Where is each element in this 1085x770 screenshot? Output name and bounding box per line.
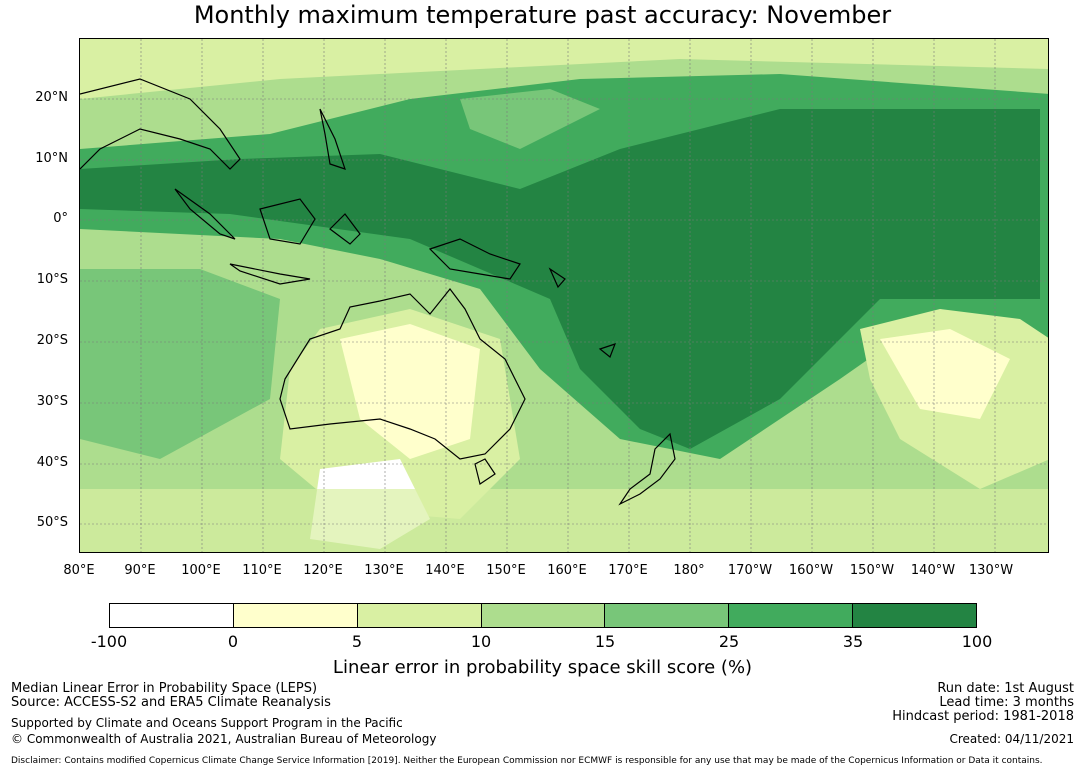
source-text: Source: ACCESS-S2 and ERA5 Climate Reana…	[11, 695, 331, 710]
lon-label-160e: 160°E	[547, 563, 587, 578]
medium-skill-region-b	[80, 269, 280, 459]
sulawesi-coastline	[329, 213, 361, 245]
philippines-coastline	[319, 108, 346, 170]
colorbar-segment	[853, 604, 977, 627]
lon-label-160w: 160°W	[788, 563, 834, 578]
colorbar-tick-label: 100	[961, 632, 993, 651]
low-skill-region-southern-ocean	[80, 489, 1048, 552]
lat-label-40s: 40°S	[36, 455, 68, 470]
colorbar-tick-label: 15	[594, 632, 616, 651]
lon-label-150e: 150°E	[486, 563, 526, 578]
colorbar-segment	[481, 604, 606, 627]
chart-title: Monthly maximum temperature past accurac…	[193, 1, 892, 29]
colorbar-tick-label: -100	[90, 632, 128, 651]
lon-label-150w: 150°W	[849, 563, 895, 578]
colorbar-segment	[729, 604, 854, 627]
new-zealand-coastline	[618, 432, 676, 506]
solomon-coastline	[548, 267, 566, 289]
lat-label-0: 0°	[53, 211, 68, 226]
lon-label-170e: 170°E	[608, 563, 648, 578]
lat-label-30s: 30°S	[36, 394, 68, 409]
lon-label-90e: 90°E	[124, 563, 156, 578]
colorbar-segment	[110, 604, 234, 627]
lowest-skill-region-east	[880, 329, 1010, 419]
colorbar-tick-label: 0	[227, 632, 239, 651]
lon-label-110e: 110°E	[242, 563, 282, 578]
fiji-coastline	[598, 343, 617, 358]
colorbar-tick-label: 25	[718, 632, 740, 651]
lon-label-120e: 120°E	[303, 563, 343, 578]
lon-label-100e: 100°E	[181, 563, 221, 578]
lat-label-10n: 10°N	[35, 151, 68, 166]
skill-map	[79, 38, 1049, 553]
asia-coastline	[80, 78, 241, 170]
lat-label-20s: 20°S	[36, 333, 68, 348]
skill-map-canvas	[80, 39, 1048, 552]
colorbar-tick-label: 10	[470, 632, 492, 651]
low-skill-region-north	[80, 39, 1048, 99]
high-skill-region	[80, 109, 1040, 449]
borneo-coastline	[259, 198, 316, 245]
coastlines	[80, 78, 676, 506]
colorbar-label: Linear error in probability space skill …	[332, 657, 753, 678]
colorbar-tick-label: 5	[351, 632, 363, 651]
lon-label-130w: 130°W	[968, 563, 1014, 578]
support-text: Supported by Climate and Oceans Support …	[11, 716, 403, 730]
lat-label-10s: 10°S	[36, 272, 68, 287]
copyright-text: © Commonwealth of Australia 2021, Austra…	[11, 732, 437, 746]
sumatra-coastline	[174, 188, 236, 240]
disclaimer-text: Disclaimer: Contains modified Copernicus…	[11, 756, 1043, 766]
lon-label-80e: 80°E	[63, 563, 95, 578]
created-text: Created: 04/11/2021	[949, 732, 1074, 746]
colorbar	[109, 603, 977, 628]
lon-label-140e: 140°E	[425, 563, 465, 578]
java-coastline	[229, 263, 311, 285]
lon-label-140w: 140°W	[910, 563, 956, 578]
australia-coastline	[279, 288, 526, 460]
lead-time-text: Lead time: 3 months	[939, 695, 1074, 710]
lat-label-20n: 20°N	[35, 90, 68, 105]
tasmania-coastline	[474, 458, 496, 485]
lowest-skill-region-australia	[340, 324, 480, 459]
method-text: Median Linear Error in Probability Space…	[11, 681, 318, 696]
hindcast-text: Hindcast period: 1981-2018	[892, 709, 1074, 724]
run-date-text: Run date: 1st August	[937, 681, 1074, 696]
new-guinea-coastline	[428, 238, 521, 280]
lat-label-50s: 50°S	[36, 515, 68, 530]
lon-label-180: 180°	[673, 563, 705, 578]
lon-label-130e: 130°E	[364, 563, 404, 578]
gridlines	[80, 39, 1048, 552]
lon-label-170w: 170°W	[727, 563, 773, 578]
colorbar-segment	[357, 604, 482, 627]
colorbar-tick-label: 35	[842, 632, 864, 651]
colorbar-segment	[233, 604, 358, 627]
colorbar-segment	[605, 604, 730, 627]
medium-skill-region-a	[460, 89, 600, 149]
